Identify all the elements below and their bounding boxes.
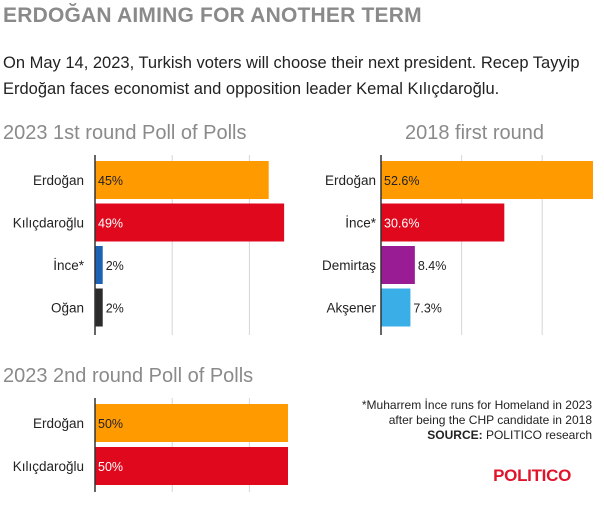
- value-label: 52.6%: [384, 174, 419, 188]
- category-label: Kılıçdaroğlu: [13, 216, 84, 231]
- bar: [95, 246, 103, 284]
- chart-2023-second-round: Erdoğan 50% Kılıçdaroğlu 50%: [13, 398, 288, 492]
- bar: [95, 404, 288, 442]
- value-label: 45%: [98, 174, 123, 188]
- category-label: Kılıçdaroğlu: [13, 459, 84, 474]
- category-label: Erdoğan: [33, 416, 84, 431]
- bar: [95, 288, 103, 327]
- chart-title-2023-second-round: 2023 2nd round Poll of Polls: [3, 365, 254, 387]
- chart-2018-first-round: Erdoğan 52.6% İnce* 30.6% Demirtaş 8.4% Akşene…: [322, 155, 593, 335]
- value-label: 30.6%: [384, 217, 419, 231]
- bar: [381, 288, 411, 327]
- category-label: Oğan: [51, 301, 84, 316]
- bar: [381, 246, 415, 284]
- bar: [95, 447, 288, 485]
- chart-title-2018-first-round: 2018 first round: [405, 122, 544, 144]
- value-label: 2%: [106, 259, 124, 273]
- value-label: 50%: [98, 460, 123, 474]
- value-label: 49%: [98, 217, 123, 231]
- category-label: İnce*: [53, 258, 85, 273]
- source-label: SOURCE:: [427, 428, 483, 442]
- chart-title-2023-first-round: 2023 1st round Poll of Polls: [3, 122, 247, 144]
- bar: [95, 203, 285, 242]
- category-label: Demirtaş: [322, 258, 376, 273]
- value-label: 8.4%: [418, 259, 447, 273]
- bar: [95, 161, 269, 199]
- source-text: POLITICO research: [485, 428, 592, 442]
- bar: [381, 161, 593, 199]
- bar: [381, 203, 505, 242]
- politico-logo: POLITICO: [493, 466, 571, 485]
- value-label: 7.3%: [413, 302, 442, 316]
- headline: ERDOĞAN AIMING FOR ANOTHER TERM: [3, 4, 422, 27]
- category-label: Erdoğan: [33, 173, 84, 188]
- footnote-line-2: after being the CHP candidate in 2018: [388, 413, 592, 427]
- value-label: 2%: [106, 302, 124, 316]
- category-label: Erdoğan: [325, 173, 376, 188]
- category-label: İnce*: [345, 216, 377, 231]
- dek-text: On May 14, 2023, Turkish voters will cho…: [3, 54, 580, 98]
- footnote: *Muharrem İnce runs for Homeland in 2023…: [362, 398, 592, 443]
- chart-2023-first-round: Erdoğan 45% Kılıçdaroğlu 49% İnce* 2% Oğan 2%: [13, 155, 285, 335]
- value-label: 50%: [98, 417, 123, 431]
- category-label: Akşener: [326, 301, 376, 316]
- footnote-line-1: *Muharrem İnce runs for Homeland in 2023: [361, 398, 592, 412]
